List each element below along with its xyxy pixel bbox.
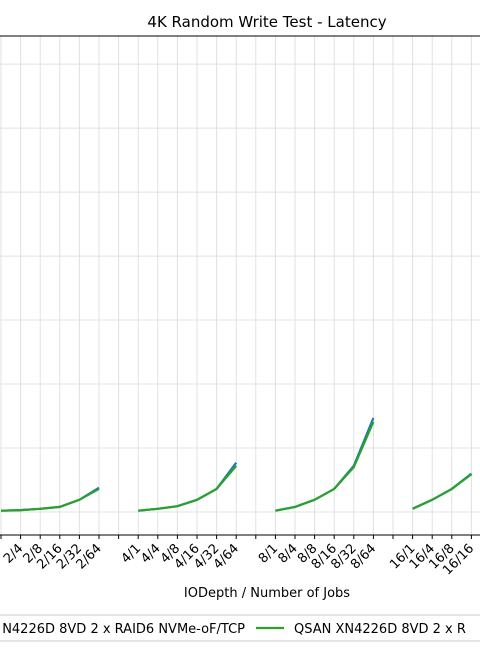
x-axis-label: IODepth / Number of Jobs	[184, 586, 350, 601]
legend	[0, 614, 480, 642]
legend-label: N4226D 8VD 2 x RAID6 NVMe-oF/TCP	[2, 622, 245, 637]
lines	[0, 417, 473, 512]
plot-frame	[0, 35, 480, 536]
grid	[0, 36, 480, 535]
legend-label: QSAN XN4226D 8VD 2 x R	[294, 622, 466, 637]
legend-entries: N4226D 8VD 2 x RAID6 NVMe-oF/TCP QSAN XN4…	[2, 622, 466, 637]
chart-title: 4K Random Write Test - Latency	[147, 13, 386, 31]
x-ticks: 2/42/82/162/322/64 4/14/44/84/164/324/64 8…	[0, 535, 477, 578]
series-line	[0, 421, 473, 512]
